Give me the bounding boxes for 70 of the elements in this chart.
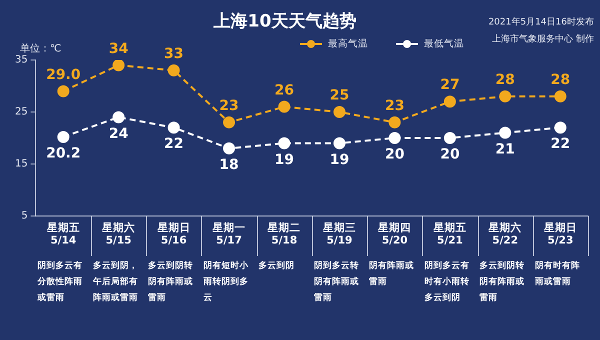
point: [388, 132, 401, 144]
x-tick-label: 星期日 5/23: [542, 221, 577, 247]
text: 阴有短时小雨转阴到多云: [202, 260, 250, 304]
point: [444, 96, 456, 108]
point: [499, 126, 512, 139]
data-label: 29.0: [46, 66, 81, 83]
data-label: 19: [330, 152, 350, 168]
x-tick-label: 星期一 5/17: [212, 221, 246, 247]
x-tick-label: 星期日 5/16: [156, 221, 190, 247]
point: [57, 85, 70, 98]
point: [278, 100, 290, 113]
point: [333, 106, 346, 118]
text: 上海市气象服务中心 制作: [492, 33, 594, 44]
point: [554, 90, 566, 102]
text: 阴有时有阵雨或雷雨: [534, 260, 580, 288]
point: [444, 132, 456, 144]
point: [499, 90, 512, 102]
data-label: 24: [108, 126, 129, 142]
data-label: 25: [330, 88, 350, 104]
data-label: 27: [440, 77, 460, 94]
y-tick-label: 15: [14, 158, 28, 170]
legend-label: 最低气温: [424, 37, 464, 50]
data-label: 33: [164, 46, 184, 62]
y-axis-title: 单位：℃: [20, 42, 62, 55]
point: [168, 122, 180, 134]
point: [57, 130, 70, 143]
text: 阴有阵雨或雷雨: [369, 260, 414, 288]
text: 阴到多云有时有小雨转多云到阴: [424, 260, 470, 304]
data-label: 23: [384, 98, 404, 114]
text: 多云到阴，午后局部有阵雨或雷雨: [92, 260, 138, 304]
text: 2021年5月14日16时发布: [488, 16, 594, 28]
legend-label: 最高气温: [328, 37, 368, 50]
point: [554, 122, 566, 134]
x-tick-label: 星期六 5/15: [101, 221, 136, 247]
text: 多云到阴: [258, 260, 295, 272]
y-tick-label: 25: [14, 106, 28, 118]
x-tick-label: 星期五 5/14: [46, 221, 80, 247]
y-tick-label: 35: [14, 54, 28, 66]
data-label: 26: [274, 82, 294, 98]
point: [168, 64, 180, 76]
text: 阴到多云有分散性阵雨或雷雨: [36, 260, 83, 304]
x-tick-label: 星期六 5/22: [488, 221, 522, 247]
point: [223, 142, 236, 154]
point: [112, 111, 125, 124]
data-label: 21: [495, 141, 515, 158]
chart-title: 上海10天天气趋势: [212, 11, 356, 32]
data-label: 20: [384, 146, 405, 163]
data-label: 22: [550, 136, 570, 152]
x-tick-label: 星期二 5/18: [266, 221, 301, 247]
data-label: 19: [274, 152, 294, 168]
point: [333, 137, 346, 150]
x-tick-label: 星期五 5/21: [432, 221, 466, 247]
x-tick-label: 星期三 5/19: [322, 221, 356, 247]
data-label: 23: [219, 98, 239, 114]
point: [112, 60, 125, 72]
data-label: 22: [164, 136, 184, 152]
text: 阴到多云转阴有阵雨或雷雨: [314, 260, 359, 304]
data-label: 20.2: [46, 146, 81, 162]
data-label: 20: [440, 146, 460, 163]
text: 多云到阴转阴有阵雨或雷雨: [148, 260, 194, 304]
point: [223, 116, 236, 128]
x-tick-label: 星期四 5/20: [377, 221, 412, 247]
point: [388, 116, 401, 128]
data-label: 28: [495, 72, 515, 88]
point: [278, 137, 290, 150]
text: 多云到阴转阴有阵雨或雷雨: [480, 260, 525, 304]
data-label: 18: [219, 157, 239, 174]
y-tick-label: 5: [21, 210, 28, 222]
data-label: 28: [550, 72, 570, 88]
data-label: 34: [108, 40, 129, 57]
